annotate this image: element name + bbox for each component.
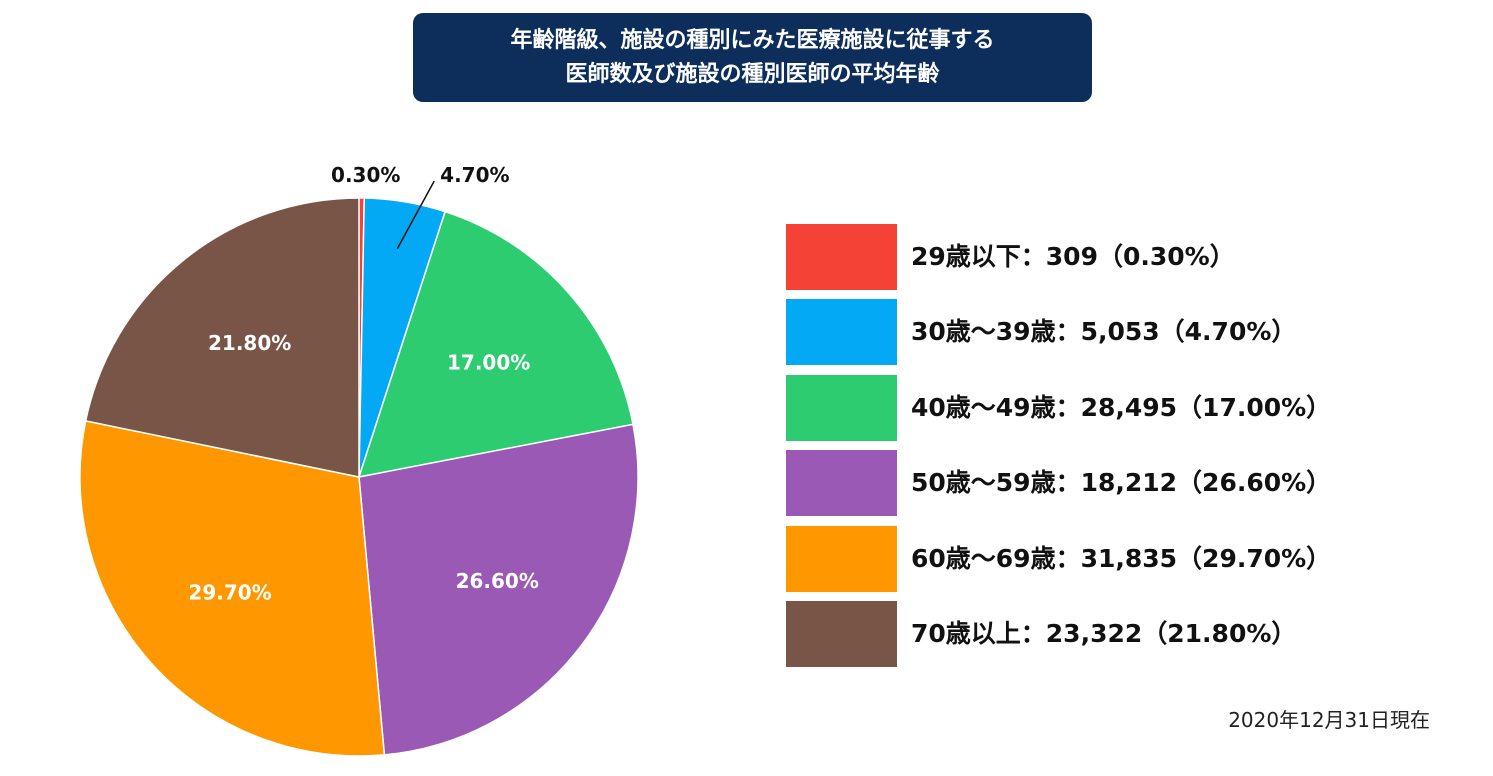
pie-slice-60-69 [79, 420, 386, 757]
legend-label-29-under: 29歳以下：309（0.30%） [911, 242, 1235, 271]
slice-label-30-39: 4.70% [440, 163, 509, 187]
slice-label-50-59: 26.60% [456, 569, 539, 593]
slice-label-70-over: 21.80% [208, 331, 291, 355]
legend-swatch-60-69 [786, 525, 897, 592]
legend-label-70-over: 70歳以上：23,322（21.80%） [911, 618, 1297, 648]
legend-swatch-70-over [786, 600, 897, 667]
legend-swatch-40-49 [786, 374, 897, 441]
legend-swatch-50-59 [786, 450, 897, 517]
chart-title-banner: 年齢階級、施設の種別にみた医療施設に従事する 医師数及び施設の種別医師の平均年齢 [413, 13, 1092, 102]
pie-slice-50-59 [358, 423, 639, 756]
pie-slice-40-49 [357, 210, 634, 478]
chart-title-line-1: 年齢階級、施設の種別にみた医療施設に従事する [510, 28, 995, 53]
pie-chart: 0.30% 4.70% 17.00% 26.60% 29.70% 21.80% [79, 163, 639, 757]
slice-label-40-49: 17.00% [447, 350, 530, 374]
legend-label-40-49: 40歳〜49歳：28,495（17.00%） [911, 392, 1332, 422]
legend-label-60-69: 60歳〜69歳：31,835（29.70%） [911, 543, 1332, 573]
as-of-date-note: 2020年12月31日現在 [1228, 708, 1430, 732]
legend-swatch-30-39 [786, 299, 897, 366]
legend-swatch-29-under [786, 224, 897, 290]
legend-label-30-39: 30歳〜39歳：5,053（4.70%） [911, 317, 1297, 347]
legend-label-50-59: 50歳〜59歳：18,212（26.60%） [911, 468, 1332, 498]
chart-title-line-2: 医師数及び施設の種別医師の平均年齢 [565, 62, 940, 87]
leader-line-30-39 [396, 180, 435, 249]
pie-slice-70-over [84, 197, 360, 478]
slice-label-60-69: 29.70% [188, 580, 271, 604]
slice-label-29-under: 0.30% [331, 163, 400, 187]
